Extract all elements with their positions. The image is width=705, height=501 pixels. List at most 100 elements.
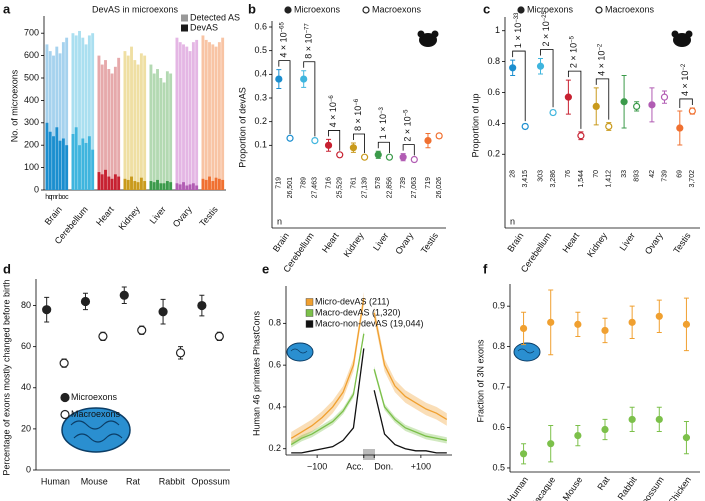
p-value-exponent: −65 <box>279 21 285 32</box>
point <box>549 108 557 117</box>
point <box>349 144 358 152</box>
bar <box>136 64 140 190</box>
mouse-body <box>419 33 437 47</box>
n-value: 3,702 <box>689 170 696 188</box>
point <box>601 425 609 434</box>
y-tick-label: 0.5 <box>492 462 505 472</box>
line <box>290 333 447 446</box>
bar <box>117 176 121 190</box>
panel-label: f <box>483 261 488 276</box>
bar <box>188 184 192 190</box>
y-tick-label: 0.4 <box>268 401 281 411</box>
point <box>688 107 696 115</box>
point <box>655 312 663 320</box>
brain-icon <box>513 342 541 362</box>
point <box>574 320 582 328</box>
bar <box>182 182 185 190</box>
subcategory-label: c <box>65 194 69 201</box>
p-value-base: 8 × 10 <box>304 34 314 59</box>
point <box>360 153 369 161</box>
bar <box>178 42 182 190</box>
p-value-exponent: −25 <box>541 10 547 21</box>
bar <box>130 46 133 190</box>
x-tick-label: Rabbit <box>616 474 639 501</box>
bar <box>81 138 85 190</box>
n-value: 3,415 <box>522 170 529 188</box>
point <box>410 155 418 164</box>
bar <box>162 82 166 190</box>
legend-swatch <box>305 309 314 317</box>
bar <box>175 37 179 191</box>
y-tick-label: 0.2 <box>254 116 267 126</box>
x-tick-label: Macaque <box>528 475 557 501</box>
subcategory-label: r <box>56 194 59 201</box>
bar <box>165 71 169 190</box>
bar <box>71 134 75 190</box>
panel-label: a <box>3 1 11 16</box>
x-tick-label: Ovary <box>393 230 415 256</box>
n-label: n <box>510 216 515 226</box>
y-tick-label: 400 <box>24 95 39 105</box>
bar <box>139 177 143 190</box>
bar <box>152 73 156 190</box>
bar <box>126 55 130 190</box>
y-tick-label: 0 <box>26 464 31 474</box>
panel-label: b <box>248 1 256 16</box>
point <box>509 64 517 72</box>
bar <box>152 182 156 190</box>
p-value-base: 4 × 10 <box>597 51 607 76</box>
p-value-exponent: −5 <box>569 35 575 43</box>
p-value: 2 × 10−5 <box>569 35 579 68</box>
legend-label: Microexons <box>71 392 118 402</box>
point <box>574 432 582 440</box>
bar <box>143 55 147 190</box>
n-value: 719 <box>425 177 432 189</box>
x-tick-label: Kidney <box>585 230 609 259</box>
x-tick-label: Rat <box>126 476 141 486</box>
point <box>633 102 641 111</box>
y-tick-label: 1 <box>495 25 500 35</box>
bar <box>191 42 195 190</box>
n-value: 42 <box>649 170 656 178</box>
point <box>286 134 294 142</box>
p-value-base: 4 × 10 <box>680 71 690 96</box>
bar <box>45 44 49 191</box>
bar <box>107 69 111 190</box>
n-value: 26,501 <box>287 177 294 199</box>
bar <box>104 60 107 190</box>
point <box>324 141 333 149</box>
y-tick-label: 0.2 <box>487 149 500 159</box>
legend-label: Macro-devAS (1,320) <box>315 307 401 317</box>
confidence-band <box>291 292 447 445</box>
x-tick-label: Heart <box>320 230 341 254</box>
bar <box>48 131 52 190</box>
n-value: 27,139 <box>361 177 368 199</box>
brain-folds <box>70 420 123 443</box>
subcategory-label: b <box>58 194 62 201</box>
significance-bracket <box>278 60 291 135</box>
y-axis-label: Percentage of exons mostly changed befor… <box>1 279 11 475</box>
x-tick-label: Don. <box>374 461 393 471</box>
n-value: 1,412 <box>606 170 613 188</box>
brain-icon <box>61 407 131 453</box>
point <box>648 101 656 109</box>
bar <box>204 179 208 190</box>
x-tick-label: Brain <box>505 231 525 254</box>
y-axis-label: Proportion of devAS <box>237 87 247 168</box>
bar <box>211 181 215 190</box>
bar <box>156 69 159 190</box>
confidence-band <box>291 330 447 448</box>
p-value: 1 × 10−3 <box>378 106 388 139</box>
significance-bracket <box>540 49 554 108</box>
brain-folds <box>517 348 535 354</box>
bar <box>143 181 147 190</box>
legend-marker <box>60 409 70 420</box>
x-tick-label: Testis <box>419 230 441 255</box>
bar <box>169 182 173 190</box>
y-tick-label: 0.7 <box>492 381 505 391</box>
bar <box>214 46 218 190</box>
y-tick-label: 0.4 <box>254 69 267 79</box>
bar <box>110 73 114 190</box>
n-value: 3,286 <box>550 170 557 188</box>
significance-bracket <box>402 144 415 156</box>
